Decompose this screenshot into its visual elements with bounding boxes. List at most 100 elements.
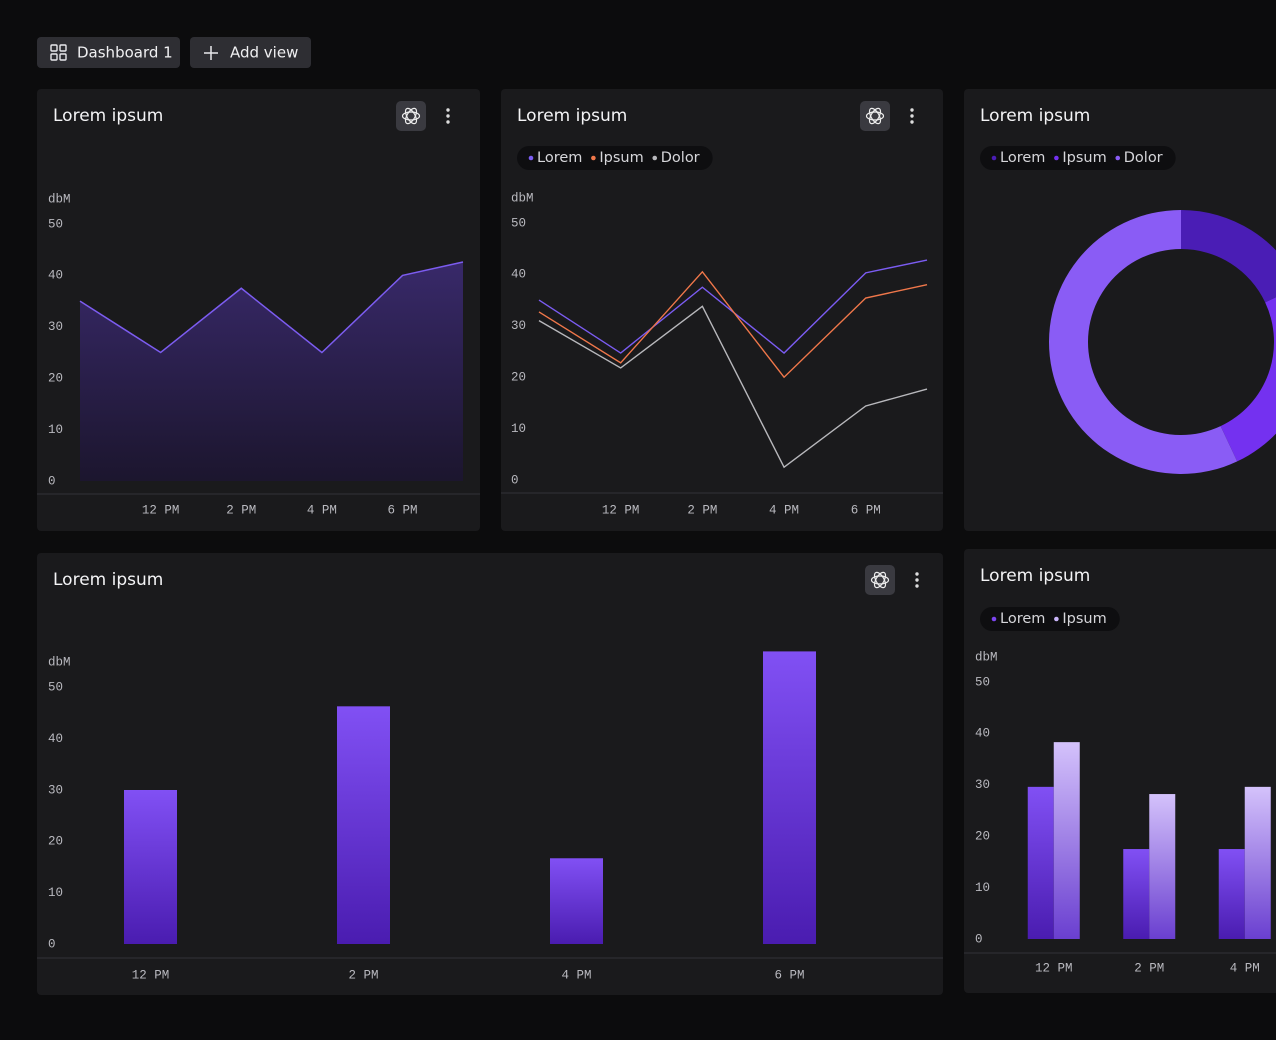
- area-fill: [80, 262, 463, 481]
- bar: [1244, 786, 1271, 939]
- ai-button[interactable]: [860, 101, 890, 131]
- legend-label: Lorem: [1000, 611, 1045, 627]
- y-tick-label: 0: [48, 937, 56, 951]
- x-tick-label: 2 PM: [1134, 961, 1164, 975]
- y-tick-label: 20: [48, 835, 63, 849]
- y-tick-label: 0: [975, 932, 983, 946]
- legend-dot: [1054, 155, 1059, 161]
- menu-dot: [915, 572, 919, 576]
- legend-label: Ipsum: [599, 150, 643, 166]
- ai-button[interactable]: [865, 565, 895, 595]
- bar: [1027, 786, 1054, 939]
- ai-icon-petal: [404, 107, 418, 125]
- y-tick-label: 50: [48, 217, 63, 231]
- y-tick-label: 30: [48, 320, 63, 334]
- add-view-button[interactable]: [190, 37, 311, 68]
- x-tick-label: 4 PM: [1230, 961, 1260, 975]
- ai-button[interactable]: [396, 101, 426, 131]
- legend-label: Ipsum: [1062, 150, 1106, 166]
- legend-dot: [528, 155, 534, 161]
- y-tick-label: 10: [975, 881, 990, 895]
- menu-dot[interactable]: [910, 114, 914, 118]
- bar: [1149, 794, 1176, 939]
- legend-dot: [1115, 155, 1121, 161]
- legend-label: Dolor: [661, 150, 700, 166]
- menu-dot: [910, 108, 914, 112]
- bar: [763, 651, 816, 944]
- x-tick-label: 12 PM: [132, 968, 170, 982]
- ai-icon-petal: [873, 571, 887, 589]
- ai-icon-petal: [868, 107, 882, 125]
- chart-card: Lorem ipsum 0 10 20 30 40 50 dbM 12 PM 2 PM 4 PM 6 …: [501, 89, 943, 531]
- add-view-label[interactable]: Add view: [230, 44, 298, 62]
- legend-label: Lorem: [1000, 150, 1045, 166]
- chart-card: Lorem ipsum 0 10 20 30 40 50 dbM 12 PM 2 PM 4 PM Lo…: [964, 549, 1276, 993]
- grid-icon: [50, 44, 67, 61]
- y-tick-label: 40: [48, 269, 63, 283]
- x-tick-label: 6 PM: [388, 503, 418, 517]
- chart-title: Lorem ipsum: [517, 106, 627, 126]
- tab-label[interactable]: Dashboard 1: [77, 44, 173, 62]
- donut-slice: [1048, 210, 1238, 474]
- plus-icon: [204, 46, 218, 60]
- menu-dot[interactable]: [915, 578, 919, 582]
- y-tick-label: 40: [511, 268, 526, 282]
- y-tick-label: 30: [48, 783, 63, 797]
- y-tick-label: 50: [48, 681, 63, 695]
- donut-slice: [1220, 297, 1276, 462]
- series-line: [538, 270, 928, 379]
- donut-slice: [1181, 210, 1276, 303]
- legend-label: Lorem: [537, 150, 582, 166]
- x-tick-label: 2 PM: [226, 503, 256, 517]
- card: [964, 89, 1276, 531]
- bar: [337, 706, 390, 944]
- x-tick-label: 2 PM: [687, 503, 717, 517]
- x-tick-label: 4 PM: [769, 503, 799, 517]
- toolbar: Dashboard 1 Add view: [37, 37, 311, 68]
- y-tick-label: 20: [48, 371, 63, 385]
- menu-dot[interactable]: [446, 114, 450, 118]
- y-axis-label: dbM: [48, 192, 71, 206]
- y-tick-label: 40: [48, 732, 63, 746]
- legend-dot: [991, 616, 997, 622]
- x-tick-label: 4 PM: [561, 968, 591, 982]
- x-tick-label: 12 PM: [1035, 961, 1073, 975]
- card: [501, 89, 943, 531]
- y-tick-label: 50: [975, 675, 990, 689]
- legend-label: Ipsum: [1062, 611, 1106, 627]
- y-tick-label: 30: [975, 778, 990, 792]
- chart-title: Lorem ipsum: [53, 570, 163, 590]
- ai-icon-petal: [865, 111, 885, 121]
- x-tick-label: 12 PM: [602, 503, 640, 517]
- y-tick-label: 10: [48, 886, 63, 900]
- bar: [1218, 849, 1245, 939]
- series-line: [538, 305, 928, 469]
- bar: [1053, 742, 1080, 939]
- area-line: [79, 261, 464, 354]
- x-tick-label: 12 PM: [142, 503, 180, 517]
- bar: [1123, 849, 1150, 939]
- x-tick-label: 6 PM: [851, 503, 881, 517]
- legend-label: Dolor: [1124, 150, 1163, 166]
- y-axis-label: dbM: [975, 650, 998, 664]
- ai-icon-petal: [404, 107, 418, 125]
- chart-title: Lorem ipsum: [980, 106, 1090, 126]
- legend-dot: [1054, 616, 1059, 622]
- legend-dot: [652, 155, 658, 161]
- series-line: [538, 259, 928, 354]
- y-tick-label: 40: [975, 727, 990, 741]
- ai-icon-petal: [870, 575, 890, 585]
- bar: [124, 790, 177, 944]
- legend-pill: [980, 146, 1176, 170]
- y-axis-label: dbM: [48, 656, 71, 670]
- legend-dot: [591, 155, 596, 161]
- card: [37, 553, 943, 995]
- y-tick-label: 30: [511, 319, 526, 333]
- bar: [550, 858, 603, 944]
- y-tick-label: 50: [511, 216, 526, 230]
- tab-button[interactable]: [37, 37, 180, 68]
- y-tick-label: 0: [48, 474, 56, 488]
- x-tick-label: 4 PM: [307, 503, 337, 517]
